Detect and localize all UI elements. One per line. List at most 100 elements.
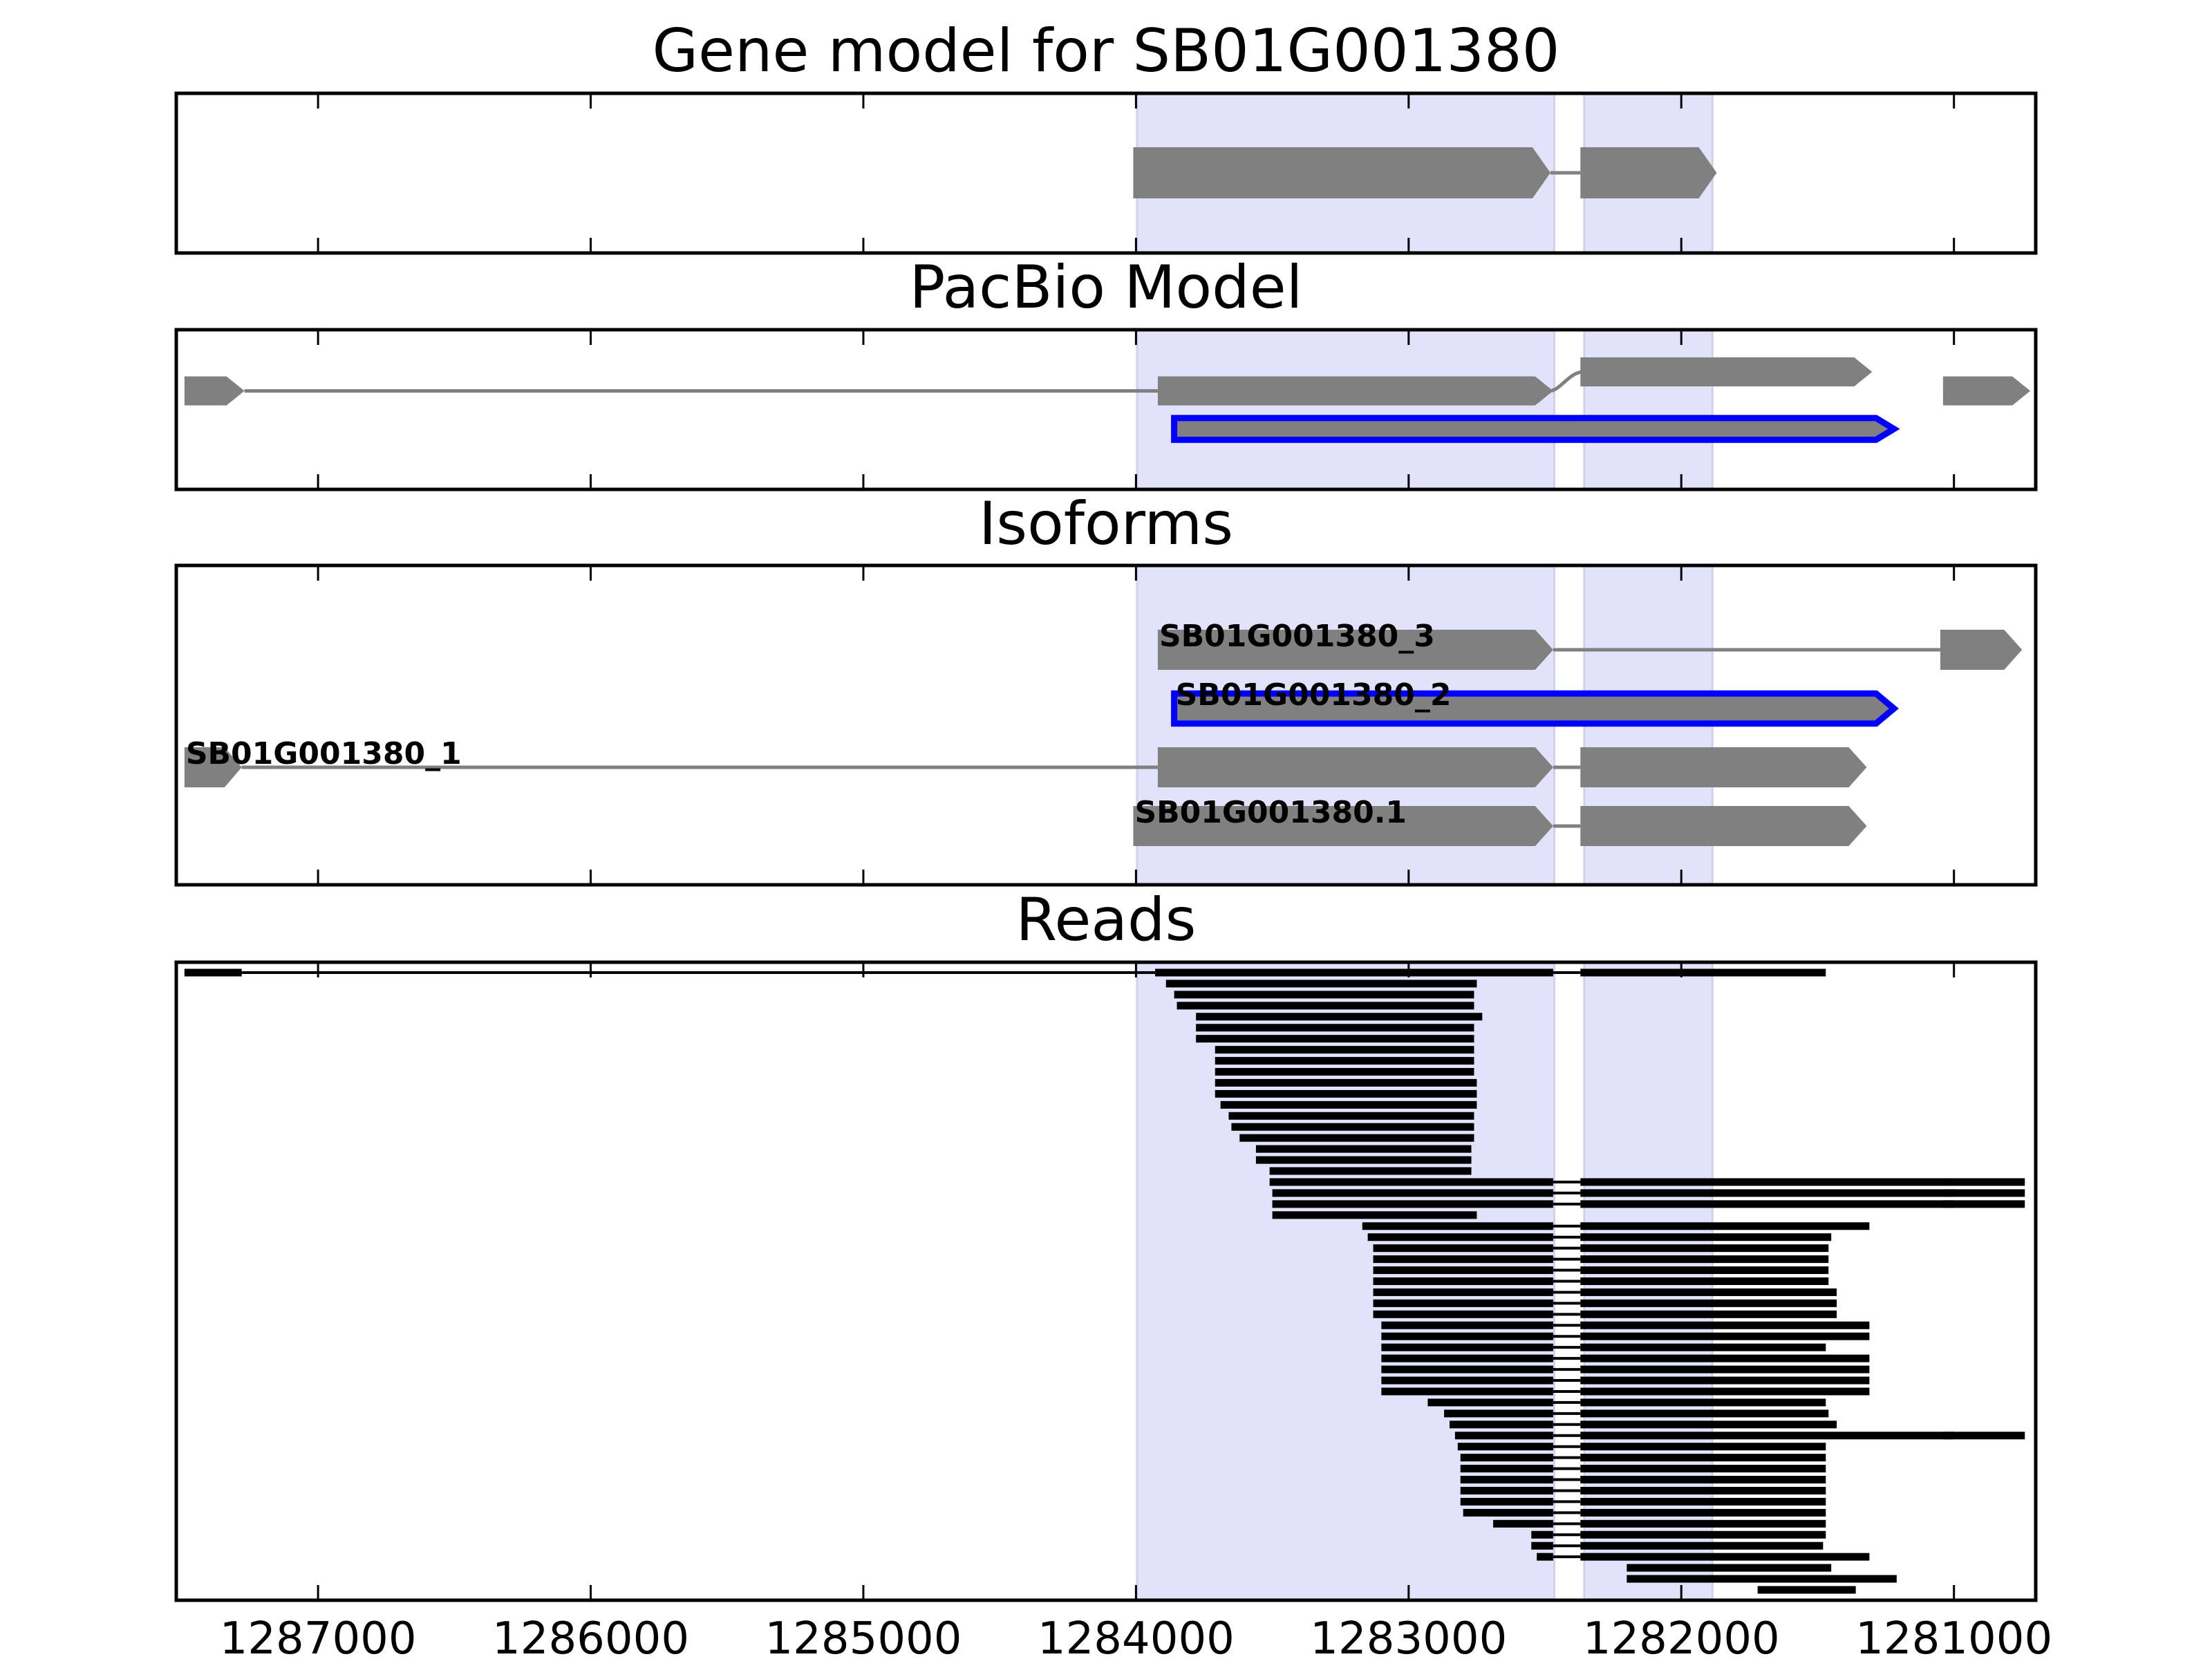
read-block [1381, 1354, 1553, 1362]
exon-block [184, 747, 242, 787]
read-block [1457, 1443, 1553, 1451]
read-block [1580, 1299, 1837, 1307]
read-block [1367, 1233, 1553, 1241]
x-tick-label: 1283000 [1310, 1613, 1507, 1659]
x-tick-label: 1284000 [1038, 1613, 1235, 1659]
exon-block [1580, 747, 1867, 787]
read-block [1580, 1321, 1870, 1329]
read-block [1580, 1288, 1837, 1296]
read-block [1272, 1211, 1477, 1219]
read-block [1373, 1299, 1553, 1307]
exon-block [1157, 747, 1553, 787]
read-block [1220, 1100, 1477, 1109]
read-block [184, 968, 242, 977]
reads-panel: Reads [174, 885, 2038, 1602]
read-block [1580, 1486, 1826, 1494]
read-block [1580, 1398, 1826, 1407]
isoforms-panel: Isoforms SB01G001380_3 SB01G001380_2 SB01G… [174, 489, 2038, 887]
highlight-region [1136, 328, 1555, 491]
read-block [1580, 1266, 1829, 1275]
read-block [1580, 1244, 1829, 1253]
read-block [1215, 1046, 1474, 1054]
isoforms-panel-title: Isoforms [979, 489, 1233, 559]
read-block [1463, 1508, 1553, 1517]
read-block [1381, 1387, 1553, 1396]
read-block [1215, 1068, 1474, 1076]
gene-model-panel-title: Gene model for SB01G001380 [653, 17, 1560, 86]
read-block [1580, 1553, 1870, 1561]
read-block [1531, 1530, 1553, 1539]
panel-frame [174, 91, 2038, 255]
read-block [1239, 1134, 1474, 1142]
exon-block [1171, 415, 1900, 443]
x-tick-label: 1282000 [1583, 1613, 1780, 1659]
read-block [1580, 1222, 1870, 1230]
isoform-label: SB01G001380_3 [1159, 619, 1435, 654]
read-block [1373, 1310, 1553, 1318]
exon-block [1940, 630, 2023, 670]
read-block [1493, 1519, 1553, 1528]
x-tick-label: 1286000 [492, 1613, 689, 1659]
exon-block [184, 376, 245, 406]
read-block [1381, 1332, 1553, 1340]
read-block [1580, 1178, 1954, 1186]
read-block [1444, 1409, 1553, 1418]
read-block [1580, 1454, 1826, 1462]
read-block [1255, 1145, 1472, 1153]
read-block [1580, 1233, 1832, 1241]
read-block [1460, 1454, 1553, 1462]
intron-line [1549, 370, 1584, 393]
read-block [1580, 1421, 1837, 1429]
read-block [1174, 991, 1474, 999]
read-block [1196, 1013, 1483, 1021]
read-block [1196, 1024, 1474, 1032]
read-block [1460, 1465, 1553, 1473]
gene-model-panel: Gene model for SB01G001380 [174, 17, 2038, 255]
read-block [1215, 1057, 1474, 1065]
read-block [1449, 1421, 1553, 1429]
exon-block [1133, 806, 1553, 846]
x-tick-label: 1281000 [1855, 1613, 2052, 1659]
x-tick-label: 1285000 [765, 1613, 962, 1659]
read-block [1580, 1255, 1829, 1264]
panel-frame [174, 328, 2038, 491]
read-block [1580, 968, 1826, 977]
read-block [1362, 1222, 1553, 1230]
reads-panel-title: Reads [1016, 885, 1197, 955]
read-block [1269, 1167, 1472, 1175]
read-block [1627, 1575, 1897, 1583]
read-block [1580, 1443, 1826, 1451]
read-block [1942, 1432, 2025, 1440]
read-block [1580, 1476, 1826, 1484]
read-block [1381, 1365, 1553, 1374]
read-block [1373, 1288, 1553, 1296]
read-block [1272, 1189, 1553, 1197]
read-block [1580, 1354, 1870, 1362]
exon-block [1157, 630, 1553, 670]
read-block [1373, 1244, 1553, 1253]
read-block [1580, 1200, 1954, 1208]
exon-block [1133, 147, 1550, 198]
read-block [1381, 1343, 1553, 1351]
highlight-region [1583, 328, 1714, 491]
read-block [1531, 1541, 1553, 1550]
read-block [1454, 1432, 1553, 1440]
read-block [1373, 1255, 1553, 1264]
pacbio-model-panel: PacBio Model [174, 253, 2038, 491]
read-block [1580, 1519, 1826, 1528]
read-block [1942, 1200, 2025, 1208]
x-tick-label: 1287000 [220, 1613, 417, 1659]
read-block [1460, 1476, 1553, 1484]
read-block [1580, 1530, 1826, 1539]
read-block [1580, 1365, 1870, 1374]
read-block [1580, 1409, 1829, 1418]
exon-block [1942, 376, 2031, 406]
read-block [1580, 1310, 1837, 1318]
read-block [1381, 1321, 1553, 1329]
read-block [1215, 1089, 1477, 1098]
read-block [1231, 1123, 1474, 1131]
read-block [1580, 1189, 1954, 1197]
read-block [1177, 1002, 1474, 1010]
read-block [1580, 1541, 1824, 1550]
read-block [1373, 1266, 1553, 1275]
